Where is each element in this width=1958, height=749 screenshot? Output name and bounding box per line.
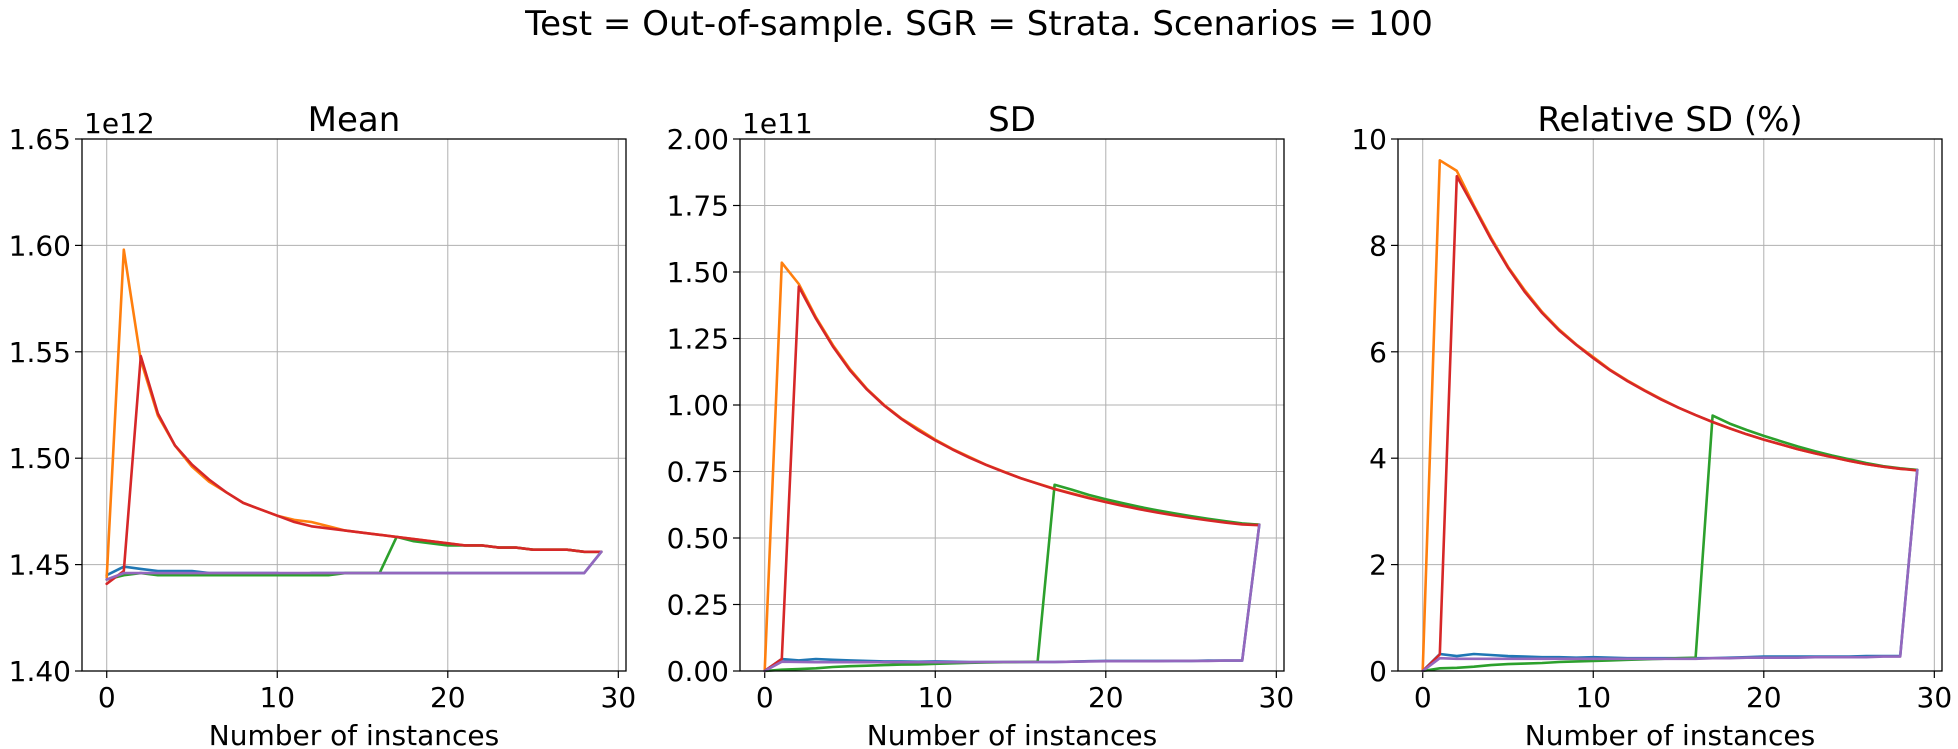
series-line-relative-sd-4 <box>1421 174 1919 673</box>
panel-relative-sd: Relative SD (%) Number of instances 0 10 2… <box>1351 100 1952 749</box>
panel-title-relative-sd: Relative SD (%) <box>1537 100 1802 140</box>
x-axis-label-relative-sd: Number of instances <box>1525 719 1815 749</box>
y-tick-label: 0.00 <box>667 655 729 688</box>
y-tick-label: 0 <box>1369 655 1387 688</box>
series-line-sd-1 <box>763 523 1261 673</box>
x-axis-label-sd: Number of instances <box>867 719 1157 749</box>
y-tick-label: 0.75 <box>667 456 729 489</box>
figure-suptitle: Test = Out-of-sample. SGR = Strata. Scen… <box>524 4 1433 44</box>
x-tick-label: 0 <box>1414 681 1432 714</box>
x-axis-label-mean: Number of instances <box>209 719 499 749</box>
axes-frame-sd <box>739 138 1285 672</box>
y-tick-label: 0.50 <box>667 522 729 555</box>
series-line-relative-sd-3 <box>1421 414 1919 673</box>
series-line-relative-sd-2 <box>1421 159 1919 673</box>
y-offset-text-sd: 1e11 <box>742 107 813 140</box>
x-tick-label: 10 <box>1575 681 1611 714</box>
panel-title-mean: Mean <box>308 100 401 140</box>
axes-frame-relative-sd <box>1397 138 1943 672</box>
y-tick-label: 1.75 <box>667 190 729 223</box>
x-tick-label: 20 <box>430 681 466 714</box>
x-tick-label: 30 <box>1259 681 1295 714</box>
series-line-sd-2 <box>763 261 1261 673</box>
y-tick-label: 1.45 <box>9 549 71 582</box>
grid-mean <box>82 138 626 672</box>
panel-title-sd: SD <box>988 100 1036 140</box>
y-tick-label: 2.00 <box>667 123 729 156</box>
x-tick-label: 0 <box>756 681 774 714</box>
y-tick-label: 4 <box>1369 442 1387 475</box>
series-line-mean-1 <box>105 550 603 577</box>
y-tick-label: 8 <box>1369 229 1387 262</box>
y-tick-label: 1.60 <box>9 229 71 262</box>
y-offset-text-mean: 1e12 <box>84 107 155 140</box>
y-tick-label: 1.00 <box>667 389 729 422</box>
x-tick-label: 30 <box>1917 681 1953 714</box>
y-tick-label: 2 <box>1369 549 1387 582</box>
y-tick-label: 1.40 <box>9 655 71 688</box>
y-tick-label: 10 <box>1351 123 1387 156</box>
y-tick-label: 1.50 <box>667 256 729 289</box>
series-line-sd-3 <box>763 483 1261 673</box>
x-tick-label: 20 <box>1088 681 1124 714</box>
series-line-mean-5 <box>105 550 603 581</box>
y-tick-label: 1.55 <box>9 336 71 369</box>
x-tick-label: 10 <box>259 681 295 714</box>
panel-mean: Mean Number of instances 1e12 0 10 20 30 1.4… <box>9 100 636 749</box>
y-tick-label: 1.65 <box>9 123 71 156</box>
y-tick-label: 1.25 <box>667 323 729 356</box>
series-line-sd-4 <box>763 285 1261 673</box>
series-line-relative-sd-5 <box>1421 468 1919 673</box>
axes-frame-mean <box>81 138 627 672</box>
x-tick-label: 30 <box>601 681 637 714</box>
series-line-relative-sd-1 <box>1421 468 1919 673</box>
series-line-sd-5 <box>763 523 1261 673</box>
series-line-mean-4 <box>105 354 603 586</box>
y-tick-label: 6 <box>1369 336 1387 369</box>
x-tick-label: 0 <box>98 681 116 714</box>
x-tick-label: 10 <box>917 681 953 714</box>
y-tick-label: 1.50 <box>9 442 71 475</box>
grid-sd <box>740 138 1284 672</box>
x-tick-label: 20 <box>1746 681 1782 714</box>
y-tick-label: 0.25 <box>667 589 729 622</box>
series-line-mean-2 <box>105 248 603 579</box>
panel-sd: SD Number of instances 1e11 0 10 20 30 0.00 0… <box>667 100 1294 749</box>
